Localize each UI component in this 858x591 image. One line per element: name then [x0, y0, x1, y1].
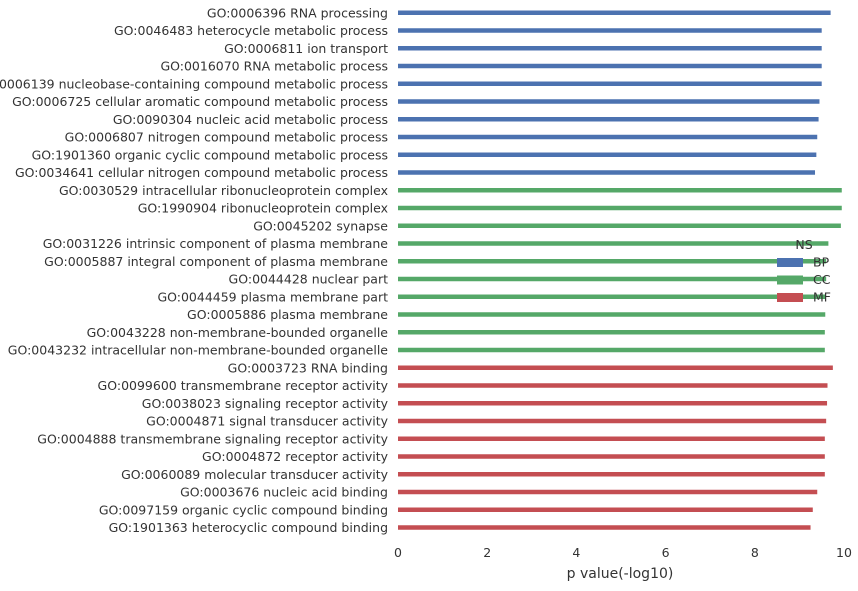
category-label: GO:0090304 nucleic acid metabolic proces… [113, 112, 388, 127]
category-label: GO:0006139 nucleobase-containing compoun… [0, 76, 388, 91]
category-label: GO:0005886 plasma membrane [187, 307, 388, 322]
bar-mf [398, 489, 818, 495]
legend-swatch-cc [777, 275, 803, 285]
x-tick-label: 8 [751, 545, 759, 560]
legend-label-mf: MF [813, 290, 831, 305]
category-label: GO:0003676 nucleic acid binding [180, 485, 388, 500]
x-tick-label: 2 [483, 545, 491, 560]
legend-swatch-mf [777, 293, 803, 302]
bar-mf [398, 418, 827, 424]
category-label: GO:0034641 cellular nitrogen compound me… [15, 165, 388, 180]
bar-cc [398, 347, 825, 353]
bar-bp [398, 170, 816, 175]
category-label: GO:1990904 ribonucleoprotein complex [138, 201, 388, 216]
x-tick-label: 4 [572, 545, 580, 560]
bar-cc [398, 205, 842, 211]
bar-cc [398, 188, 842, 193]
category-label: GO:0004872 receptor activity [202, 449, 389, 464]
category-label: GO:0004888 transmembrane signaling recep… [37, 431, 388, 446]
bar-mf [398, 525, 811, 530]
bar-mf [398, 472, 825, 477]
category-label: GO:0099600 transmembrane receptor activi… [98, 378, 389, 393]
category-label: GO:1901363 heterocyclic compound binding [109, 520, 388, 535]
bar-mf [398, 454, 825, 459]
x-axis-label: p value(-log10) [567, 566, 674, 582]
category-label: GO:0097159 organic cyclic compound bindi… [99, 502, 388, 517]
bar-bp [398, 46, 822, 51]
category-label: GO:0006811 ion transport [224, 41, 388, 56]
bar-bp [398, 134, 818, 140]
bar-mf [398, 401, 828, 406]
category-label: GO:0045202 synapse [253, 218, 388, 233]
category-label: GO:0038023 signaling receptor activity [142, 396, 389, 411]
bar-cc [398, 312, 826, 317]
bar-mf [398, 383, 828, 388]
legend-label-cc: CC [813, 272, 831, 287]
bar-bp [398, 152, 817, 157]
category-label: GO:0005887 integral component of plasma … [44, 254, 388, 269]
category-label: GO:1901360 organic cyclic compound metab… [32, 147, 388, 162]
category-label: GO:0044459 plasma membrane part [157, 289, 388, 304]
bar-mf [398, 436, 825, 441]
category-label: GO:0006725 cellular aromatic compound me… [12, 94, 388, 109]
category-label: GO:0044428 nuclear part [229, 272, 389, 287]
bar-bp [398, 10, 831, 15]
x-tick-label: 10 [836, 545, 852, 560]
bar-cc [398, 330, 825, 335]
category-label: GO:0031226 intrinsic component of plasma… [43, 236, 389, 251]
legend-label-bp: BP [813, 255, 830, 270]
category-label: GO:0060089 molecular transducer activity [121, 467, 389, 482]
category-label: GO:0006807 nitrogen compound metabolic p… [65, 130, 388, 145]
legend-swatch-bp [777, 258, 803, 267]
bar-bp [398, 28, 822, 33]
bar-cc [398, 259, 827, 264]
bar-bp [398, 117, 819, 122]
bar-cc [398, 223, 841, 228]
bar-cc [398, 294, 826, 299]
bar-bp [398, 99, 820, 104]
bar-bp [398, 63, 822, 69]
x-tick-label: 6 [662, 545, 670, 560]
category-labels-group: GO:0006396 RNA processing GO:0046483 hete… [0, 5, 389, 535]
bar-bp [398, 81, 822, 86]
x-tick-label: 0 [394, 545, 402, 560]
category-label: GO:0043232 intracellular non-membrane-bo… [8, 343, 389, 358]
bar-mf [398, 507, 813, 512]
bar-cc [398, 276, 827, 282]
category-label: GO:0043228 non-membrane-bounded organell… [87, 325, 389, 340]
category-label: GO:0046483 heterocycle metabolic process [114, 23, 388, 38]
bars-group [398, 10, 842, 530]
category-label: GO:0030529 intracellular ribonucleoprote… [59, 183, 388, 198]
category-label: GO:0004871 signal transducer activity [146, 414, 388, 429]
bar-cc [398, 241, 829, 246]
category-label: GO:0003723 RNA binding [228, 360, 388, 375]
category-label: GO:0016070 RNA metabolic process [160, 59, 388, 74]
x-ticks-group: 0 2 4 6 8 10 [394, 545, 852, 560]
legend-title: NS [795, 237, 812, 252]
category-label: GO:0006396 RNA processing [207, 5, 388, 20]
bar-mf [398, 365, 833, 370]
